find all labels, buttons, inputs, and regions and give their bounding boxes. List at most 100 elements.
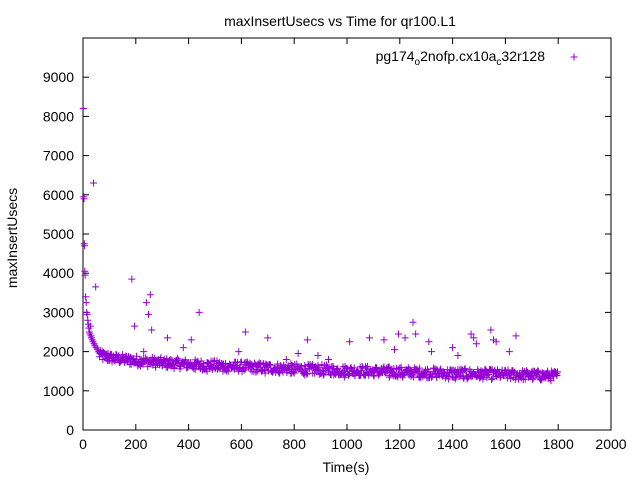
data-point — [241, 328, 249, 336]
data-point — [264, 334, 272, 342]
data-point — [320, 370, 328, 378]
data-point — [528, 375, 536, 383]
legend-label: pg174o2nofp.cx10ac32r128 — [376, 48, 546, 68]
data-point — [261, 366, 269, 374]
data-point — [479, 375, 487, 383]
data-point — [334, 365, 342, 373]
data-point — [261, 366, 268, 374]
x-tick-label: 600 — [230, 436, 254, 452]
data-point — [488, 375, 496, 383]
data-point — [240, 366, 248, 374]
data-point — [82, 299, 90, 307]
data-point — [167, 356, 175, 364]
data-point — [90, 179, 98, 187]
data-point — [303, 336, 311, 344]
data-point — [303, 370, 311, 378]
y-tick-label: 6000 — [43, 187, 74, 203]
data-point — [187, 336, 195, 344]
data-point — [179, 344, 187, 352]
data-point — [255, 359, 263, 367]
data-point — [452, 373, 460, 381]
data-point — [412, 330, 420, 338]
data-point — [170, 364, 178, 372]
data-point — [128, 275, 136, 283]
data-point — [195, 308, 203, 316]
data-point — [266, 361, 274, 369]
y-tick-label: 5000 — [43, 226, 74, 242]
data-point — [301, 362, 309, 370]
data-point — [524, 368, 532, 376]
x-tick-label: 1800 — [543, 436, 574, 452]
data-point — [409, 318, 417, 326]
data-point — [92, 283, 100, 291]
data-point — [266, 361, 274, 369]
x-tick-label: 800 — [283, 436, 307, 452]
y-tick-label: 4000 — [43, 265, 74, 281]
data-point — [346, 338, 354, 346]
data-point — [350, 364, 358, 372]
x-tick-label: 200 — [124, 436, 148, 452]
data-point — [80, 195, 88, 203]
legend-marker-symbol — [570, 53, 578, 61]
data-point — [534, 367, 542, 375]
y-axis-ticks: 0 1000 2000 3000 4000 5000 6000 7000 8000 9000 — [43, 69, 611, 438]
legend-subscript: c — [496, 57, 501, 68]
data-point — [504, 366, 512, 374]
data-point — [347, 363, 355, 371]
x-tick-label: 2000 — [595, 436, 626, 452]
x-axis-label: Time(s) — [323, 459, 370, 475]
legend: pg174o2nofp.cx10ac32r128 — [376, 48, 578, 68]
data-point — [354, 368, 362, 376]
data-point — [345, 370, 353, 378]
data-points — [79, 105, 562, 385]
data-point — [425, 338, 433, 346]
data-point — [401, 334, 409, 342]
data-point — [454, 352, 462, 360]
data-point — [467, 330, 475, 338]
data-point — [485, 371, 493, 379]
data-point — [472, 340, 480, 348]
data-point — [505, 348, 513, 356]
data-point — [397, 363, 405, 371]
data-point — [282, 355, 290, 363]
y-tick-label: 1000 — [43, 383, 74, 399]
data-point — [206, 362, 214, 370]
data-point — [470, 334, 478, 342]
legend-text-part: 32r128 — [501, 48, 545, 64]
x-tick-label: 1200 — [384, 436, 415, 452]
data-point — [301, 365, 309, 373]
data-point — [370, 372, 378, 380]
data-point — [553, 372, 561, 380]
y-tick-label: 9000 — [43, 69, 74, 85]
data-point — [314, 352, 322, 360]
data-point — [534, 368, 542, 376]
data-point — [163, 334, 171, 342]
y-axis-label: maxInsertUsecs — [4, 188, 20, 288]
data-point — [396, 364, 404, 372]
data-point — [115, 352, 123, 360]
data-point — [492, 338, 500, 346]
data-point — [235, 348, 243, 356]
data-point — [203, 358, 211, 366]
data-point — [449, 344, 457, 352]
data-point — [81, 271, 89, 279]
data-point — [190, 364, 198, 372]
x-axis-ticks: 0 200 400 600 800 1000 1200 1400 1600 1800 2000 — [79, 38, 627, 452]
data-point — [490, 368, 498, 376]
data-point — [523, 367, 531, 375]
data-point — [173, 355, 181, 363]
data-point — [380, 336, 388, 344]
y-tick-label: 0 — [66, 422, 74, 438]
y-tick-label: 3000 — [43, 304, 74, 320]
data-point — [362, 364, 370, 372]
x-tick-label: 400 — [177, 436, 201, 452]
data-point — [142, 299, 150, 307]
legend-text-part: pg174 — [376, 48, 415, 64]
data-point — [554, 368, 562, 376]
data-point — [512, 332, 520, 340]
data-point — [148, 326, 156, 334]
legend-marker — [570, 53, 578, 61]
data-point — [365, 334, 373, 342]
chart-title: maxInsertUsecs vs Time for qr100.L1 — [224, 13, 456, 29]
